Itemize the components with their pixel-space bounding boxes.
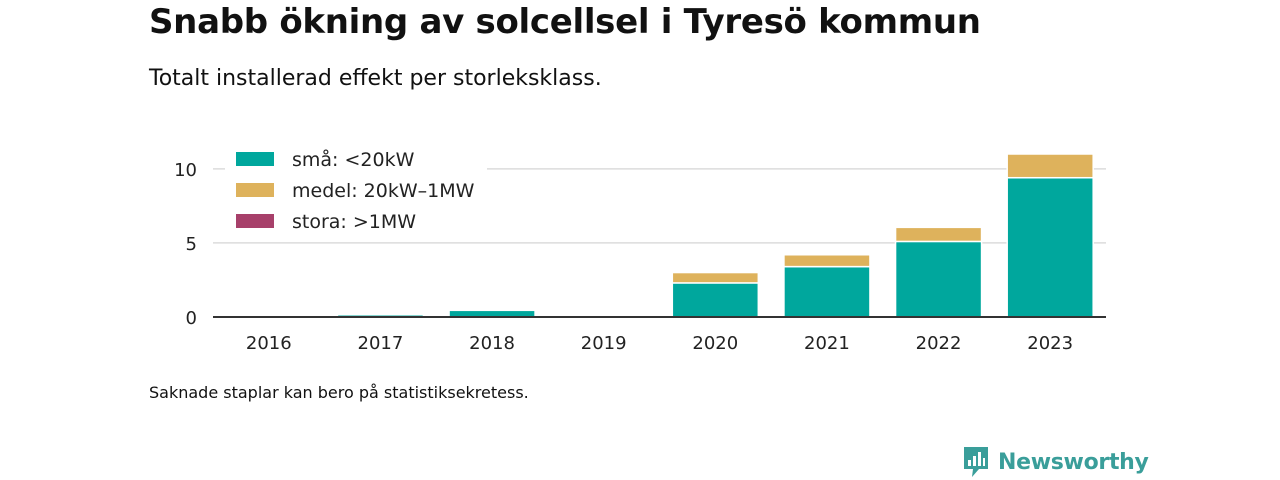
brand-name: Newsworthy — [998, 449, 1149, 475]
chart-subtitle: Totalt installerad effekt per storlekskl… — [149, 66, 602, 91]
bar-chart: 0 5 10 2016 2017 2018 2019 2020 2021 2022 2023 små:… — [174, 148, 1106, 354]
x-tick-label: 2021 — [804, 333, 850, 354]
x-tick-label: 2023 — [1027, 333, 1073, 354]
legend-swatch — [236, 152, 274, 166]
legend-swatch — [236, 183, 274, 197]
footnote: Saknade staplar kan bero på statistiksek… — [149, 383, 529, 402]
x-tick-label: 2019 — [581, 333, 627, 354]
x-tick-label: 2018 — [469, 333, 515, 354]
bar-segment — [783, 254, 871, 268]
chart-title: Snabb ökning av solcellsel i Tyresö komm… — [149, 2, 981, 42]
bar-segment — [783, 265, 871, 318]
bar-segment — [1006, 153, 1094, 179]
bar-segment — [448, 309, 536, 318]
x-tick-label: 2016 — [246, 333, 292, 354]
y-tick-label: 10 — [174, 160, 197, 181]
bar-segment — [671, 271, 760, 284]
y-tick-label: 5 — [186, 234, 197, 255]
bar-segment — [894, 240, 983, 318]
x-tick-label: 2017 — [358, 333, 404, 354]
x-tick-label: 2020 — [692, 333, 738, 354]
newsworthy-logo-icon — [964, 447, 988, 477]
bar-segment — [894, 226, 983, 243]
x-tick-label: 2022 — [916, 333, 962, 354]
legend-label: medel: 20kW–1MW — [292, 180, 475, 202]
legend-swatch — [236, 214, 274, 228]
brand-logo: Newsworthy — [962, 446, 1149, 478]
bar-segment — [671, 282, 760, 318]
y-tick-label: 0 — [186, 308, 197, 329]
legend-label: små: <20kW — [292, 148, 415, 171]
legend-label: stora: >1MW — [292, 211, 416, 233]
bar-segment — [1006, 176, 1094, 318]
